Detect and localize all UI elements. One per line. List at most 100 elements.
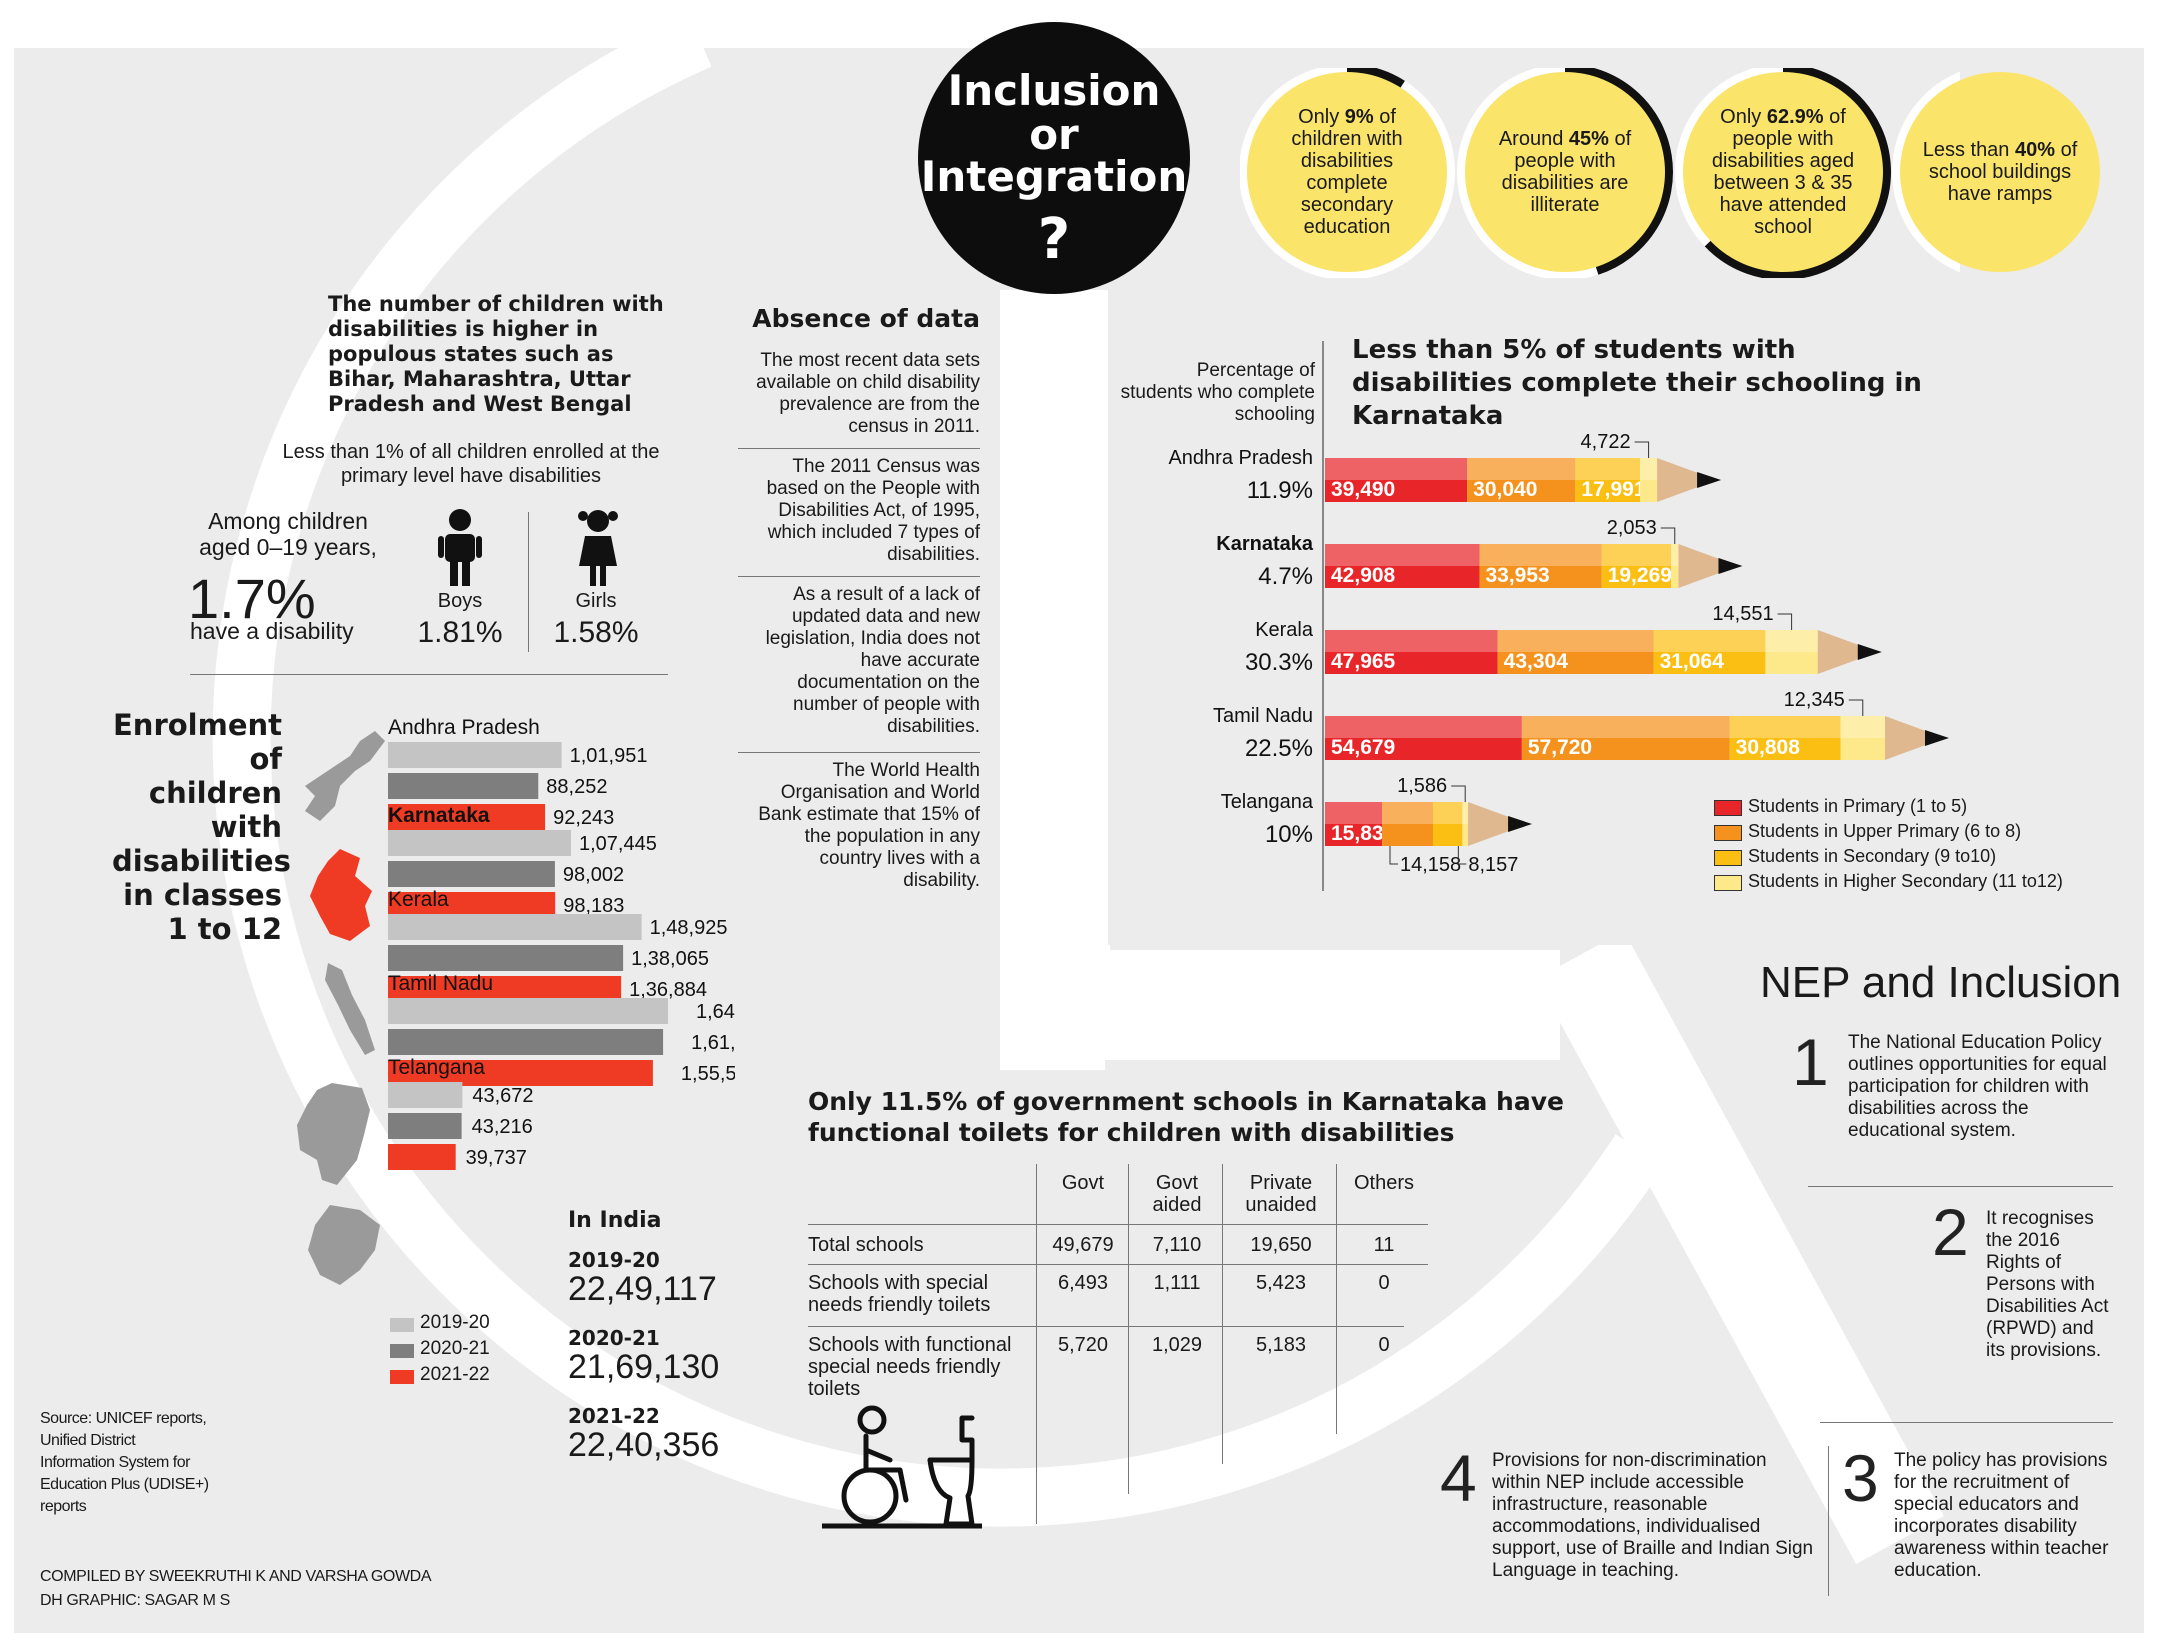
pencil-segment-shade xyxy=(1325,716,1522,738)
enrolment-bar xyxy=(388,1144,456,1170)
pencil-completion-pct: 11.9% xyxy=(1247,477,1313,504)
pencil-state-label: Tamil Nadu xyxy=(1213,705,1313,727)
enrolment-bar-label: 1,55,552 xyxy=(681,1063,735,1085)
pencil-segment xyxy=(1640,458,1658,502)
legend-2021-label: 2021-22 xyxy=(420,1364,490,1385)
stat3-text: of people with disabilities aged between… xyxy=(1711,106,1855,238)
pencil-segment-label: 57,720 xyxy=(1528,736,1592,759)
pencil-segment-label: 54,679 xyxy=(1331,736,1395,759)
boys-pct: 1.81% xyxy=(417,616,503,649)
legend-upper-primary-swatch xyxy=(1714,825,1742,841)
pencil-segment xyxy=(1765,630,1818,674)
pencil-segment-shade xyxy=(1653,630,1766,652)
intro-sub: Less than 1% of all children enrolled at… xyxy=(282,441,660,487)
stat1-pre: Only xyxy=(1298,106,1345,128)
pencil-segment xyxy=(1840,716,1885,760)
row-functional-aided: 1,029 xyxy=(1151,1334,1203,1356)
legend-secondary-label: Students in Secondary (9 to10) xyxy=(1748,846,1997,866)
pencil-completion-pct: 30.3% xyxy=(1245,649,1313,676)
nep-item-1: The National Education Policy outlines o… xyxy=(1848,1032,2107,1141)
pencil-segment-shade xyxy=(1640,458,1658,480)
legend-secondary-swatch xyxy=(1714,850,1742,866)
pencil-state-label: Andhra Pradesh xyxy=(1168,447,1313,469)
row-total-aided: 7,110 xyxy=(1152,1234,1202,1256)
enrolment-bar xyxy=(388,742,562,768)
pencil-state-label: Telangana xyxy=(1221,791,1314,813)
india-label: In India xyxy=(568,1208,662,1233)
col-others: Others xyxy=(1353,1172,1415,1194)
enrolment-bar xyxy=(388,945,624,971)
table-col-rule-1 xyxy=(1036,1164,1037,1524)
enrolment-state-label: Kerala xyxy=(388,888,449,911)
stat4-pre: Less than xyxy=(1922,139,2015,161)
row-functional-others: 0 xyxy=(1378,1334,1390,1356)
credit-graphic: DH GRAPHIC: SAGAR M S xyxy=(40,1592,230,1609)
row-special-label: Schools with special needs friendly toil… xyxy=(808,1272,991,1316)
row-special-private: 5,423 xyxy=(1255,1272,1307,1294)
col-govt-aided: Govt aided xyxy=(1152,1172,1202,1216)
india-value-3: 22,40,356 xyxy=(568,1426,720,1464)
pencil-segment-shade xyxy=(1840,716,1885,738)
row-functional-private: 5,183 xyxy=(1255,1334,1307,1356)
stat-circle-1: Only 9% of children with disabilities co… xyxy=(1247,72,1447,272)
pencil-hs-label: 12,345 xyxy=(1784,689,1845,711)
row-functional-govt: 5,720 xyxy=(1057,1334,1109,1356)
pencil-chart-title: Less than 5% of students with disabiliti… xyxy=(1352,335,1922,431)
pencil-segment xyxy=(1432,802,1463,846)
legend-higher-secondary-label: Students in Higher Secondary (11 to12) xyxy=(1748,871,2063,891)
enrolment-bar-label: 1,38,065 xyxy=(631,948,709,970)
pencil-lead xyxy=(1925,730,1949,746)
andhra-pradesh-map-icon xyxy=(305,731,385,821)
pencil-segment xyxy=(1325,630,1498,674)
pencil-segment xyxy=(1729,716,1841,760)
pencil-segment-label: 43,304 xyxy=(1504,650,1569,673)
girls-pct: 1.58% xyxy=(553,616,639,649)
col-private-unaided: Private unaided xyxy=(1245,1172,1317,1216)
nep-number-1: 1 xyxy=(1792,1025,1829,1099)
boys-girls-divider xyxy=(528,512,529,652)
col-govt: Govt xyxy=(1061,1172,1105,1194)
pencil-segment xyxy=(1325,716,1522,760)
toilets-heading: Only 11.5% of government schools in Karn… xyxy=(808,1087,1564,1147)
table-col-rule-2 xyxy=(1128,1164,1129,1494)
among-text: Among children aged 0–19 years, xyxy=(199,508,377,560)
table-col-rule-3 xyxy=(1222,1164,1223,1464)
pencil-segment xyxy=(1601,544,1672,588)
pencil-hs-label: 1,586 xyxy=(1397,775,1447,797)
pencil-callout-line xyxy=(1457,846,1467,865)
pencil-callout-line xyxy=(1848,699,1864,716)
enrolment-bar xyxy=(388,804,546,830)
nep-item-2: It recognises the 2016 Rights of Persons… xyxy=(1986,1208,2109,1361)
pencil-segment xyxy=(1325,458,1468,502)
pencil-tip xyxy=(1885,716,1945,760)
pencil-callout-line xyxy=(1451,785,1466,802)
pencil-segment-label: 15,836 xyxy=(1331,822,1395,845)
legend-2020-label: 2020-21 xyxy=(420,1338,490,1359)
pencil-segment-label: 39,490 xyxy=(1331,478,1395,501)
enrolment-bar xyxy=(388,914,642,940)
pencil-tip xyxy=(1678,544,1739,588)
pencil-callout-line xyxy=(1660,527,1676,544)
pencil-hs-label: 4,722 xyxy=(1581,431,1631,453)
girl-icon xyxy=(578,510,618,586)
nep-title-pre: NEP xyxy=(1760,958,1862,1007)
absence-p3: As a result of a lack of updated data an… xyxy=(765,584,980,737)
table-row-rule-2 xyxy=(808,1326,1404,1327)
pencil-lead xyxy=(1718,558,1743,574)
enrolment-state-label: Andhra Pradesh xyxy=(388,716,540,739)
telangana-map-icon xyxy=(308,1205,380,1285)
enrolment-bar xyxy=(388,998,668,1024)
source-text: Source: UNICEF reports, Unified District… xyxy=(40,1410,209,1515)
title-line2: or xyxy=(1029,110,1079,159)
table-row-rule-1 xyxy=(808,1264,1428,1265)
stat-rings xyxy=(1240,68,1960,278)
nep-number-3: 3 xyxy=(1842,1441,1879,1515)
enrolment-heading: Enrolment of children with disabilities … xyxy=(112,708,291,946)
enrolment-bar-label: 98,002 xyxy=(563,864,624,886)
legend-2021-swatch xyxy=(390,1370,414,1384)
stat1-value: 9% xyxy=(1344,106,1374,128)
nep-number-2: 2 xyxy=(1932,1195,1969,1269)
pencil-state-label: Kerala xyxy=(1255,619,1314,641)
stat3-pre: Only xyxy=(1720,106,1767,128)
title-line1: Inclusion xyxy=(947,66,1161,115)
